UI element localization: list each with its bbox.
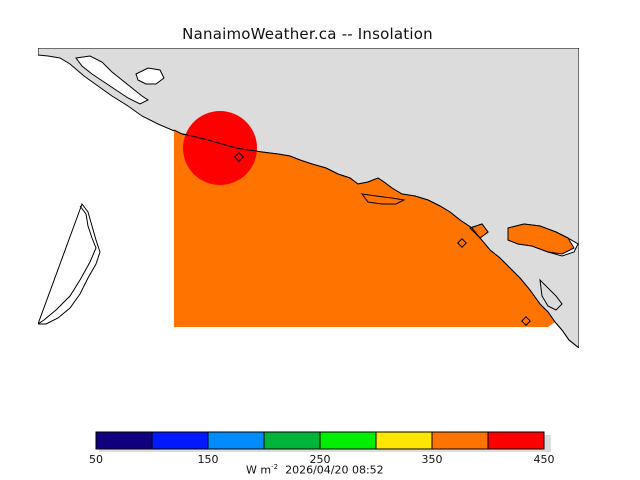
colorbar-bin-100-150	[151, 431, 209, 450]
colorbar-tick-label: 450	[533, 453, 555, 466]
unit-base: W m	[246, 463, 272, 477]
colorbar-bin-250-300	[319, 431, 377, 450]
colorbar-bin-400-450	[487, 431, 545, 450]
timestamp: 2026/04/20 08:52	[285, 463, 384, 477]
field-bay-east	[507, 223, 575, 255]
colorbar-frame	[95, 431, 545, 450]
upper-lake	[75, 55, 149, 105]
field-inlet-east	[360, 193, 406, 205]
field-island-south	[539, 278, 563, 311]
colorbar-bin-50-100	[95, 431, 153, 450]
hotspot-coastline	[182, 133, 258, 152]
insolation-hotspot	[183, 111, 257, 185]
upper-lake-east	[135, 67, 165, 85]
station-marker	[457, 238, 467, 248]
colorbar-tick-label: 250	[309, 453, 331, 466]
unit-exponent: -2	[271, 463, 279, 471]
colorbar-unit: W m-2 2026/04/20 08:52	[246, 463, 384, 477]
insolation-field	[174, 130, 555, 327]
field-inlet-southeast	[469, 223, 489, 239]
colorbar-bin-150-200	[207, 431, 265, 450]
station-marker	[234, 152, 244, 162]
south-island-outline	[252, 350, 412, 394]
colorbar-tick-label: 350	[421, 453, 443, 466]
colorbar-bin-300-350	[375, 431, 433, 450]
colorbar-bin-200-250	[263, 431, 321, 450]
west-island-outline	[38, 202, 101, 325]
colorbar	[95, 431, 551, 452]
colorbar-bin-350-400	[431, 431, 489, 450]
station-marker	[521, 316, 531, 326]
colorbar-tick-label: 50	[89, 453, 103, 466]
colorbar-tick-label: 150	[197, 453, 219, 466]
map-title: NanaimoWeather.ca -- Insolation	[182, 25, 433, 43]
